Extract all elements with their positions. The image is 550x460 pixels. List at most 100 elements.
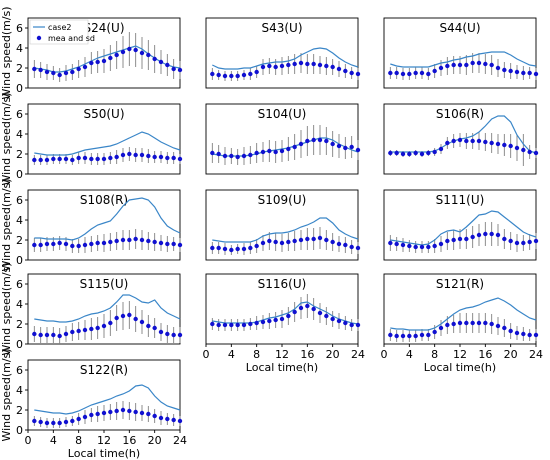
y-tick-label: 0 (16, 424, 23, 437)
data-point (146, 238, 151, 244)
data-point (419, 151, 425, 157)
data-point (177, 67, 183, 73)
legend: case2 mea and sd (29, 19, 95, 45)
y-tick-label: 4 (16, 42, 23, 55)
data-point (146, 411, 151, 417)
data-point (286, 62, 291, 68)
data-point (317, 310, 323, 316)
x-tick-label: 0 (25, 434, 32, 447)
data-point (400, 333, 406, 339)
data-point (457, 320, 463, 326)
data-point (502, 325, 507, 331)
y-tick-label: 2 (16, 318, 23, 331)
panel-title: S121(R) (436, 277, 484, 291)
data-point (324, 63, 329, 69)
panel-title: S111(U) (436, 193, 485, 207)
data-point (235, 322, 240, 328)
data-point (521, 331, 526, 337)
plot-frame (383, 17, 537, 89)
data-point (273, 317, 278, 323)
x-axis-label: Local time(h) (424, 361, 496, 374)
data-point (330, 316, 335, 322)
data-point (82, 242, 88, 248)
data-point (51, 332, 56, 338)
data-point (101, 58, 107, 64)
y-tick-label: 0 (16, 254, 23, 267)
data-point (426, 332, 431, 338)
data-point (394, 241, 399, 247)
data-point (82, 327, 88, 333)
plot-frame (27, 17, 181, 89)
data-point (229, 322, 234, 328)
data-point (400, 71, 406, 77)
data-point (177, 242, 183, 248)
data-point (44, 420, 50, 426)
data-point (292, 309, 297, 315)
plot-frame (205, 189, 359, 261)
chart-panel-5: S104(U) (205, 103, 361, 175)
data-point (527, 149, 532, 155)
data-point (464, 62, 469, 68)
data-point (336, 66, 342, 72)
data-point (76, 243, 81, 249)
data-point (63, 331, 69, 337)
data-point (216, 322, 221, 328)
panel-title: S104(U) (258, 107, 307, 121)
plot-frame (27, 103, 181, 175)
y-tick-label: 6 (16, 22, 23, 35)
data-point (508, 68, 513, 74)
data-point (216, 72, 221, 78)
data-point (489, 231, 494, 237)
y-tick-label: 0 (16, 338, 23, 351)
y-tick-label: 2 (16, 404, 23, 417)
data-point (51, 156, 56, 162)
data-point (210, 321, 215, 327)
data-point (267, 238, 272, 244)
data-point (76, 416, 81, 422)
data-point (407, 71, 412, 77)
data-point (311, 61, 316, 67)
data-point (51, 241, 56, 247)
x-tick-label: 16 (122, 434, 136, 447)
legend-label-case2: case2 (48, 23, 71, 32)
y-tick-label: 4 (16, 214, 23, 227)
data-point (260, 319, 266, 325)
panel-title: S24(U) (83, 21, 124, 35)
data-point (38, 332, 43, 338)
data-point (355, 245, 361, 251)
data-point (139, 237, 145, 243)
data-point (483, 320, 488, 326)
data-point (241, 322, 247, 328)
data-point (127, 151, 132, 157)
data-point (508, 328, 513, 334)
data-point (400, 151, 406, 157)
data-point (158, 240, 164, 246)
data-point (521, 70, 526, 76)
data-point (76, 328, 81, 334)
data-point (82, 414, 88, 420)
data-point (57, 333, 62, 339)
data-point (139, 319, 145, 325)
data-point (133, 409, 138, 415)
data-point (70, 418, 75, 424)
data-point (210, 71, 215, 77)
legend-marker-swatch (36, 35, 42, 41)
data-point (451, 62, 456, 68)
y-tick-label: 0 (16, 82, 23, 95)
data-point (165, 155, 170, 161)
data-point (171, 66, 176, 72)
data-point (127, 237, 132, 243)
data-point (210, 245, 215, 251)
data-point (241, 153, 247, 159)
data-point (407, 333, 412, 339)
series-line-case2 (34, 384, 181, 415)
data-point (324, 138, 329, 144)
data-point (432, 68, 437, 74)
data-point (152, 154, 157, 160)
data-point (317, 62, 323, 68)
data-point (133, 236, 138, 242)
data-point (76, 66, 81, 72)
data-point (533, 150, 539, 156)
